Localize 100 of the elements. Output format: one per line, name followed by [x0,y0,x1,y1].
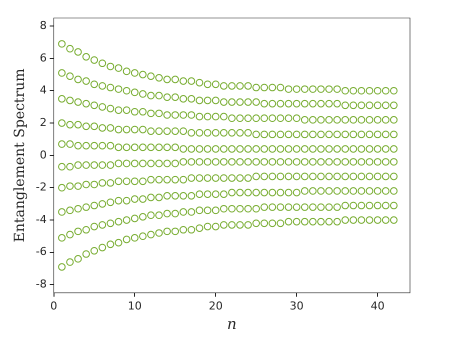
point [98,244,106,252]
point [139,160,147,168]
point [180,208,188,216]
point [204,158,212,166]
point [98,82,106,90]
point [390,101,398,110]
point [180,226,188,234]
point [350,187,358,195]
point [382,187,390,195]
point [317,145,325,153]
y-tick-label: 0 [40,148,47,162]
point [252,130,260,138]
point [82,77,90,85]
point [300,158,309,166]
point [260,203,268,211]
point [58,162,66,171]
point [309,218,317,226]
point [139,144,147,152]
point [300,130,309,138]
point [139,70,147,78]
point [358,116,366,124]
point [252,188,260,196]
point [268,84,276,92]
point [212,158,220,166]
point [196,224,204,232]
point [90,202,98,210]
point [358,216,366,224]
point [366,86,374,95]
point [114,196,122,204]
point [90,142,98,150]
point [188,111,196,119]
point [180,127,188,135]
point [260,219,268,228]
x-axis-title: n [227,314,237,333]
point [325,116,333,124]
point [284,188,292,196]
point [90,180,98,188]
point [188,145,196,153]
point [66,162,74,171]
point [171,127,180,135]
point [252,98,260,106]
point [122,106,130,114]
point [130,195,139,203]
point [276,145,284,153]
point [366,187,374,195]
point [244,174,252,182]
point [90,80,98,88]
point [244,188,252,196]
point [130,160,139,168]
point [382,116,390,124]
point [260,172,268,180]
point [196,96,204,104]
point [98,124,106,132]
point [212,96,220,104]
point [350,86,358,95]
point [74,98,82,106]
point [98,221,106,229]
point [300,145,309,153]
point [236,114,244,122]
point [268,145,276,153]
point [122,196,130,204]
point [204,112,212,120]
point [390,187,398,195]
point [106,104,114,112]
point [58,95,66,103]
point [139,126,147,134]
point [333,116,341,124]
point [333,187,341,195]
point [382,86,390,95]
point [212,206,220,214]
point [220,98,228,106]
point [284,145,292,153]
point [106,240,114,248]
point [341,101,350,110]
point [204,190,212,198]
point [341,187,350,195]
point [284,114,292,122]
y-tick-label: 2 [40,116,47,129]
point [155,144,163,152]
point [58,140,66,148]
point [163,228,171,236]
point [155,74,163,82]
point [188,128,196,137]
point [325,85,333,93]
point [74,204,82,213]
point [212,222,220,230]
point [333,172,341,180]
point [276,130,284,138]
point [220,128,228,137]
point [236,82,244,90]
point [171,93,180,102]
point [212,145,220,153]
point [90,56,98,64]
point [147,194,155,202]
point [333,203,341,211]
point [58,119,66,127]
point [74,76,82,84]
point [366,101,374,110]
point [82,180,90,188]
point [90,101,98,110]
